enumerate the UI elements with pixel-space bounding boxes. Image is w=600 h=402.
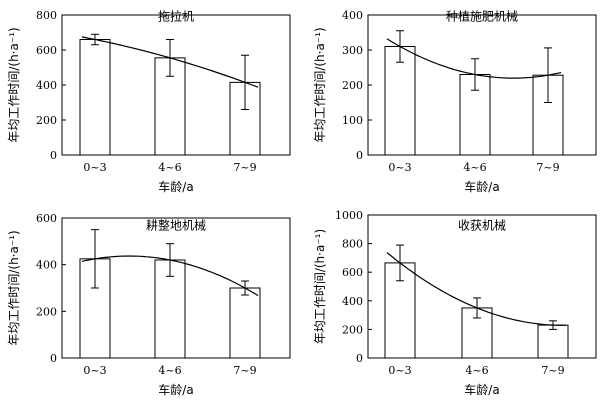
y-tick-label: 300	[342, 44, 363, 57]
y-tick-label: 200	[36, 114, 57, 127]
y-tick-label: 0	[50, 352, 57, 365]
y-tick-label: 800	[36, 9, 57, 22]
y-tick-label: 400	[342, 295, 363, 308]
chart-title: 耕整地机械	[146, 218, 206, 233]
bar-3	[229, 287, 261, 359]
y-tick-label: 0	[50, 149, 57, 162]
x-tick-label: 0~3	[388, 364, 411, 377]
bar-2	[154, 57, 186, 156]
x-tick-label: 0~3	[83, 161, 106, 174]
y-tick-label: 600	[36, 44, 57, 57]
y-tick-label: 200	[342, 323, 363, 336]
x-axis-label: 车龄/a	[158, 179, 193, 194]
y-tick-label: 200	[36, 305, 57, 318]
trend-curve	[81, 36, 259, 88]
x-tick-label: 4~6	[463, 161, 486, 174]
x-tick-label: 7~9	[536, 161, 559, 174]
x-tick-label: 7~9	[233, 364, 256, 377]
bar-1	[384, 46, 416, 156]
chart-title: 种植施肥机械	[446, 9, 518, 24]
y-tick-label: 600	[342, 266, 363, 279]
y-tick-label: 800	[342, 238, 363, 251]
y-axis-label: 年均工作时间/(h·a⁻¹)	[7, 27, 21, 142]
y-tick-label: 400	[36, 79, 57, 92]
x-tick-label: 4~6	[158, 364, 181, 377]
x-tick-label: 4~6	[158, 161, 181, 174]
trend-curve	[386, 38, 562, 79]
y-tick-label: 100	[342, 114, 363, 127]
bar-3	[537, 324, 569, 359]
bar-1	[79, 39, 111, 156]
y-axis-label: 年均工作时间/(h·a⁻¹)	[313, 27, 327, 142]
trend-curve	[386, 252, 566, 326]
x-tick-label: 7~9	[541, 364, 564, 377]
y-tick-label: 0	[356, 149, 363, 162]
y-axis-label: 年均工作时间/(h·a⁻¹)	[313, 229, 327, 344]
x-axis-label: 车龄/a	[464, 179, 499, 194]
y-axis-label: 年均工作时间/(h·a⁻¹)	[7, 230, 21, 345]
chart-title: 拖拉机	[158, 9, 194, 24]
y-tick-label: 600	[36, 212, 57, 225]
x-tick-label: 7~9	[233, 161, 256, 174]
x-tick-label: 0~3	[83, 364, 106, 377]
x-axis-label: 车龄/a	[464, 382, 499, 397]
x-tick-label: 4~6	[465, 364, 488, 377]
y-tick-label: 200	[342, 79, 363, 92]
x-tick-label: 0~3	[388, 161, 411, 174]
chart-title: 收获机械	[458, 218, 506, 233]
y-tick-label: 400	[36, 259, 57, 272]
trend-curve	[81, 255, 259, 297]
x-axis-label: 车龄/a	[158, 382, 193, 397]
y-tick-label: 400	[342, 9, 363, 22]
y-tick-label: 0	[356, 352, 363, 365]
y-tick-label: 1000	[335, 209, 363, 222]
